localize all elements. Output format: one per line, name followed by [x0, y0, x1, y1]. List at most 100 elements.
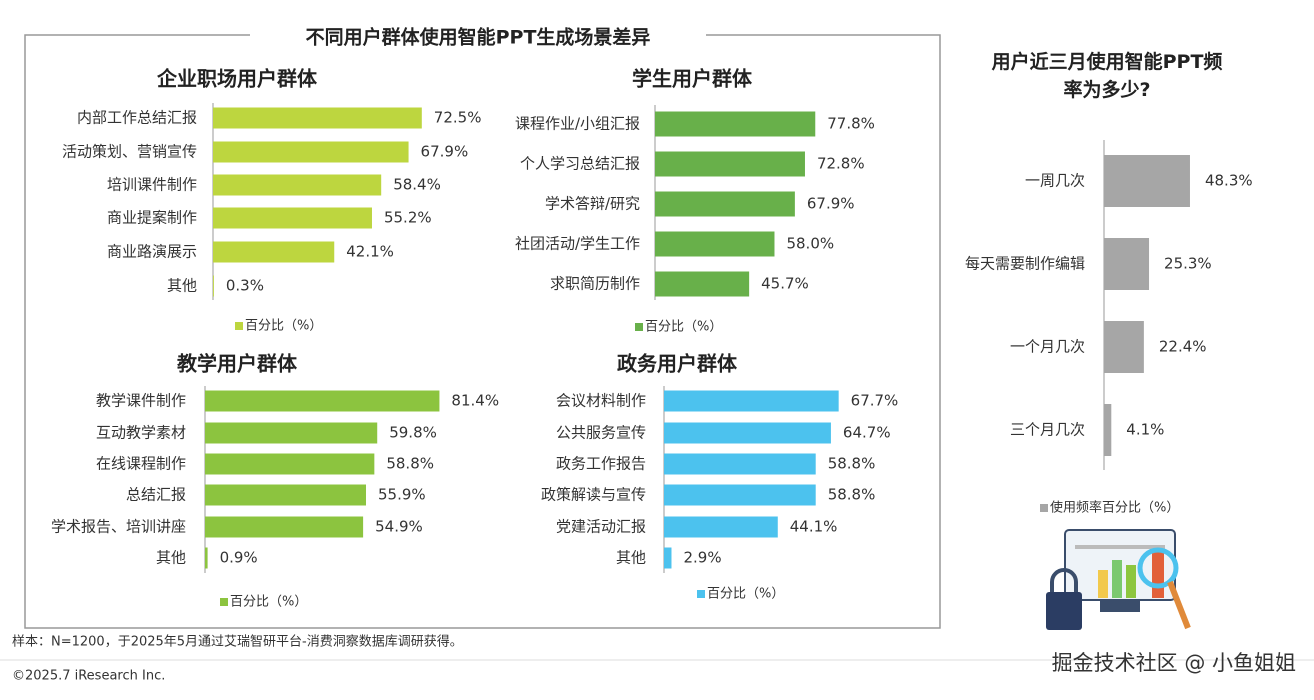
value-label: 67.9% — [421, 143, 469, 161]
chart-title: 教学用户群体 — [177, 352, 298, 376]
value-label: 42.1% — [346, 243, 394, 261]
value-label: 55.9% — [378, 486, 426, 504]
bar — [1104, 321, 1144, 373]
chart-title: 政务用户群体 — [617, 352, 738, 376]
value-label: 58.8% — [828, 486, 876, 504]
category-label: 活动策划、营销宣传 — [62, 143, 197, 161]
illustration — [1046, 529, 1191, 630]
category-label: 内部工作总结汇报 — [77, 109, 197, 127]
category-label: 每天需要制作编辑 — [965, 255, 1085, 273]
bar — [655, 271, 750, 297]
value-label: 67.7% — [851, 392, 899, 410]
legend-swatch — [635, 323, 643, 331]
category-label: 课程作业/小组汇报 — [515, 115, 640, 133]
watermark: 掘金技术社区 @ 小鱼姐姐 — [1052, 651, 1296, 675]
chart-title: 学生用户群体 — [632, 67, 753, 91]
value-label: 25.3% — [1164, 255, 1212, 273]
bar — [664, 453, 816, 475]
bar — [213, 141, 409, 163]
value-label: 58.4% — [393, 176, 441, 194]
value-label: 55.2% — [384, 209, 432, 227]
category-label: 公共服务宣传 — [556, 424, 646, 442]
legend-label: 使用频率百分比（%） — [1050, 500, 1179, 516]
bar — [655, 111, 816, 137]
category-label: 政务工作报告 — [556, 455, 646, 473]
category-label: 教学课件制作 — [96, 392, 186, 410]
chart-title: 企业职场用户群体 — [156, 67, 318, 91]
value-label: 59.8% — [389, 424, 437, 442]
value-label: 44.1% — [790, 518, 838, 536]
value-label: 58.8% — [828, 455, 876, 473]
bar — [664, 516, 778, 538]
legend-swatch — [1040, 504, 1048, 512]
legend-label: 百分比（%） — [230, 595, 307, 610]
category-label: 在线课程制作 — [96, 455, 186, 473]
bar — [205, 390, 440, 412]
value-label: 64.7% — [843, 424, 891, 442]
value-label: 0.3% — [226, 277, 264, 295]
category-label: 会议材料制作 — [556, 392, 646, 410]
bar — [664, 484, 816, 506]
category-label: 其他 — [156, 549, 186, 567]
bar — [664, 422, 831, 444]
legend-swatch — [235, 322, 243, 330]
bar — [1104, 404, 1112, 456]
legend-label: 百分比（%） — [707, 587, 784, 602]
category-label: 一周几次 — [1025, 172, 1085, 190]
bar — [664, 390, 839, 412]
category-label: 个人学习总结汇报 — [520, 155, 640, 173]
category-label: 其他 — [616, 549, 646, 567]
bar — [655, 191, 795, 217]
bar — [655, 151, 805, 177]
value-label: 58.8% — [386, 455, 434, 473]
bar — [655, 231, 775, 257]
category-label: 学术答辩/研究 — [545, 195, 640, 213]
frame — [24, 34, 941, 629]
value-label: 48.3% — [1205, 172, 1253, 190]
bar — [205, 547, 208, 569]
value-label: 58.0% — [786, 235, 834, 253]
category-label: 党建活动汇报 — [556, 518, 646, 536]
category-label: 商业路演展示 — [107, 243, 197, 261]
value-label: 81.4% — [451, 392, 499, 410]
value-label: 72.5% — [434, 109, 482, 127]
value-label: 45.7% — [761, 275, 809, 293]
value-label: 54.9% — [375, 518, 423, 536]
footnote: 样本：N=1200，于2025年5月通过艾瑞智研平台-消费洞察数据库调研获得。 — [12, 634, 463, 650]
bar — [213, 107, 422, 129]
bar — [213, 241, 335, 263]
legend-label: 百分比（%） — [645, 320, 722, 335]
bar — [213, 207, 372, 229]
bar — [1104, 155, 1190, 207]
category-label: 一个月几次 — [1010, 338, 1085, 356]
value-label: 4.1% — [1126, 421, 1164, 439]
value-label: 0.9% — [220, 549, 258, 567]
category-label: 社团活动/学生工作 — [515, 235, 640, 253]
category-label: 政策解读与宣传 — [541, 486, 646, 504]
chart-title: 用户近三月使用智能PPT频率为多少? — [992, 50, 1223, 101]
bar — [205, 422, 378, 444]
bar — [664, 547, 672, 569]
value-label: 22.4% — [1159, 338, 1207, 356]
category-label: 求职简历制作 — [550, 275, 640, 293]
bar — [213, 275, 214, 297]
value-label: 67.9% — [807, 195, 855, 213]
legend-swatch — [220, 598, 228, 606]
value-label: 2.9% — [683, 549, 721, 567]
category-label: 总结汇报 — [126, 486, 186, 504]
category-label: 三个月几次 — [1010, 421, 1085, 439]
category-label: 商业提案制作 — [107, 209, 197, 227]
legend-swatch — [697, 590, 705, 598]
bar — [213, 174, 382, 196]
bar — [1104, 238, 1150, 290]
category-label: 互动教学素材 — [96, 424, 186, 442]
main-title: 不同用户群体使用智能PPT生成场景差异 — [306, 26, 651, 49]
legend-label: 百分比（%） — [245, 319, 322, 334]
value-label: 72.8% — [817, 155, 865, 173]
bar — [205, 453, 375, 475]
value-label: 77.8% — [827, 115, 875, 133]
category-label: 培训课件制作 — [107, 176, 197, 194]
category-label: 学术报告、培训讲座 — [51, 518, 186, 536]
copyright: ©2025.7 iResearch Inc. — [12, 669, 165, 684]
